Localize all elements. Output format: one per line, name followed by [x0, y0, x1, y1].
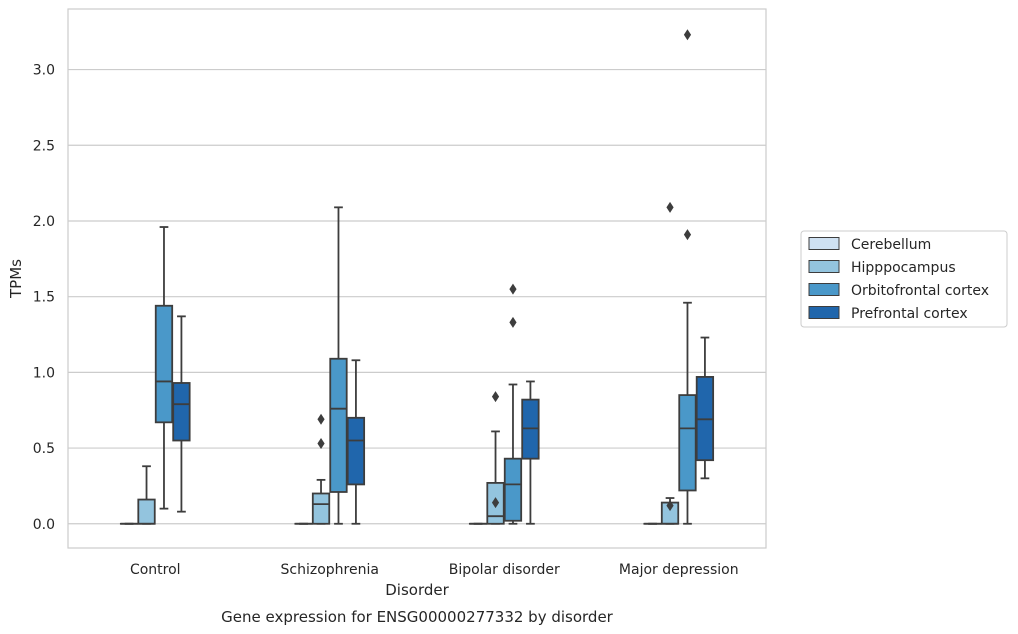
- legend-swatch: [808, 237, 840, 250]
- legend-label: Prefrontal cortex: [851, 306, 968, 322]
- legend-swatch: [808, 306, 840, 319]
- outlier-point: [491, 497, 500, 509]
- box-item: [154, 226, 174, 510]
- y-tick-label: 0.5: [33, 441, 55, 457]
- outlier-point: [317, 438, 325, 450]
- outlier-point: [683, 229, 692, 241]
- plot-area-frame: [67, 8, 767, 549]
- outlier-point: [491, 391, 500, 403]
- series-group: [172, 315, 715, 525]
- legend-label: Hipppocampus: [851, 260, 956, 276]
- outlier-point: [666, 500, 674, 512]
- box: [172, 382, 191, 442]
- outlier-point: [666, 201, 674, 213]
- box-item: [660, 201, 680, 525]
- y-tick-label: 1.0: [33, 365, 55, 381]
- legend-label: Cerebellum: [851, 237, 931, 253]
- outlier-point: [509, 316, 517, 328]
- box: [137, 498, 156, 525]
- outlier-point: [509, 283, 517, 295]
- box-item: [346, 359, 366, 525]
- box-item: [678, 29, 697, 525]
- legend-swatch: [808, 283, 840, 296]
- gridlines: [68, 68, 766, 525]
- box-groups: [119, 29, 715, 525]
- y-tick-label: 1.5: [33, 290, 55, 306]
- box: [311, 492, 331, 525]
- series-group: [154, 29, 697, 525]
- y-tick-label: 2.5: [33, 138, 55, 154]
- series-group: [137, 201, 680, 525]
- x-tick-label: Control: [130, 562, 181, 578]
- box-item: [695, 336, 715, 480]
- legend: Cerebellum Hipppocampus Orbitofrontal cort…: [800, 230, 1008, 328]
- legend-frame: [800, 230, 1008, 328]
- x-axis-label: Disorder: [385, 581, 449, 599]
- y-axis-ticks: 0.0 0.5 1.0 1.5 2.0 2.5 3.0: [33, 63, 55, 533]
- x-tick-label: Major depression: [619, 562, 739, 578]
- x-tick-label: Schizophrenia: [281, 562, 379, 578]
- y-tick-label: 3.0: [33, 63, 55, 79]
- box: [346, 416, 366, 486]
- box-item: [172, 315, 191, 513]
- legend-label: Orbitofrontal cortex: [851, 283, 989, 299]
- outlier-point: [317, 413, 325, 425]
- box-item: [329, 206, 348, 525]
- box: [678, 394, 697, 492]
- box-item: [311, 413, 331, 525]
- chart-caption: Gene expression for ENSG00000277332 by d…: [221, 608, 614, 626]
- x-tick-label: Bipolar disorder: [449, 562, 560, 578]
- box-item: [137, 465, 156, 525]
- box: [503, 457, 523, 522]
- outlier-point: [683, 29, 692, 41]
- y-tick-label: 2.0: [33, 214, 55, 230]
- x-axis-ticks: Control Schizophrenia Bipolar disorder Majo…: [130, 562, 739, 578]
- y-tick-label: 0.0: [33, 517, 55, 533]
- box-item: [503, 283, 523, 525]
- box-item: [486, 391, 505, 525]
- box-item: [521, 380, 540, 525]
- box: [154, 304, 174, 424]
- y-axis-label: TPMs: [7, 259, 25, 299]
- box: [329, 357, 348, 493]
- legend-swatch: [808, 260, 840, 273]
